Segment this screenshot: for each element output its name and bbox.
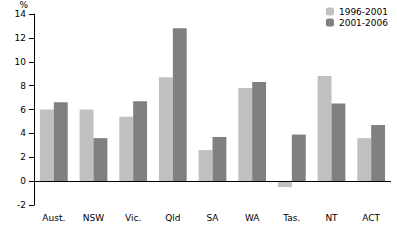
svg-text:Qld: Qld xyxy=(165,213,180,223)
svg-text:4: 4 xyxy=(20,128,26,138)
svg-text:Tas.: Tas. xyxy=(282,213,300,223)
svg-text:-2: -2 xyxy=(17,200,26,210)
svg-text:NT: NT xyxy=(325,213,338,223)
svg-text:6: 6 xyxy=(20,105,26,115)
svg-text:WA: WA xyxy=(245,213,260,223)
svg-text:1996-2001: 1996-2001 xyxy=(339,7,388,17)
svg-text:2001-2006: 2001-2006 xyxy=(339,18,388,28)
svg-text:2: 2 xyxy=(20,152,26,162)
svg-text:NSW: NSW xyxy=(83,213,104,223)
svg-text:14: 14 xyxy=(15,9,27,19)
svg-text:12: 12 xyxy=(15,33,26,43)
svg-text:SA: SA xyxy=(206,213,219,223)
svg-text:Aust.: Aust. xyxy=(42,213,65,223)
svg-text:0: 0 xyxy=(20,176,26,186)
svg-text:Vic.: Vic. xyxy=(125,213,141,223)
svg-text:8: 8 xyxy=(20,81,26,91)
svg-text:ACT: ACT xyxy=(362,213,380,223)
svg-text:10: 10 xyxy=(15,57,27,67)
